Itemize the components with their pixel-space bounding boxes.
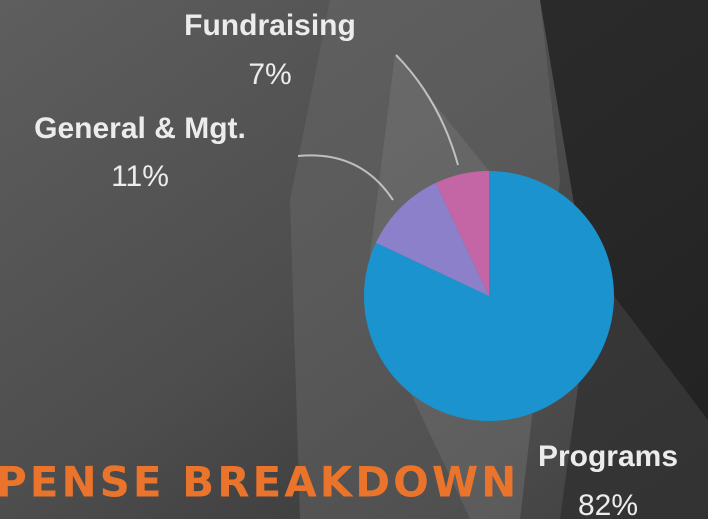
chart: PENSE BREAKDOWN Programs 82% General & Mgt… bbox=[0, 0, 708, 519]
category-label: Programs bbox=[538, 440, 678, 473]
value-label: 7% bbox=[248, 58, 291, 91]
value-label: 82% bbox=[578, 489, 638, 519]
category-label: Fundraising bbox=[184, 9, 356, 42]
value-label: 11% bbox=[111, 160, 169, 193]
chart-title: PENSE BREAKDOWN bbox=[0, 458, 519, 507]
category-label: General & Mgt. bbox=[34, 112, 246, 145]
page: PENSE BREAKDOWN Programs 82% General & Mgt… bbox=[0, 0, 708, 519]
